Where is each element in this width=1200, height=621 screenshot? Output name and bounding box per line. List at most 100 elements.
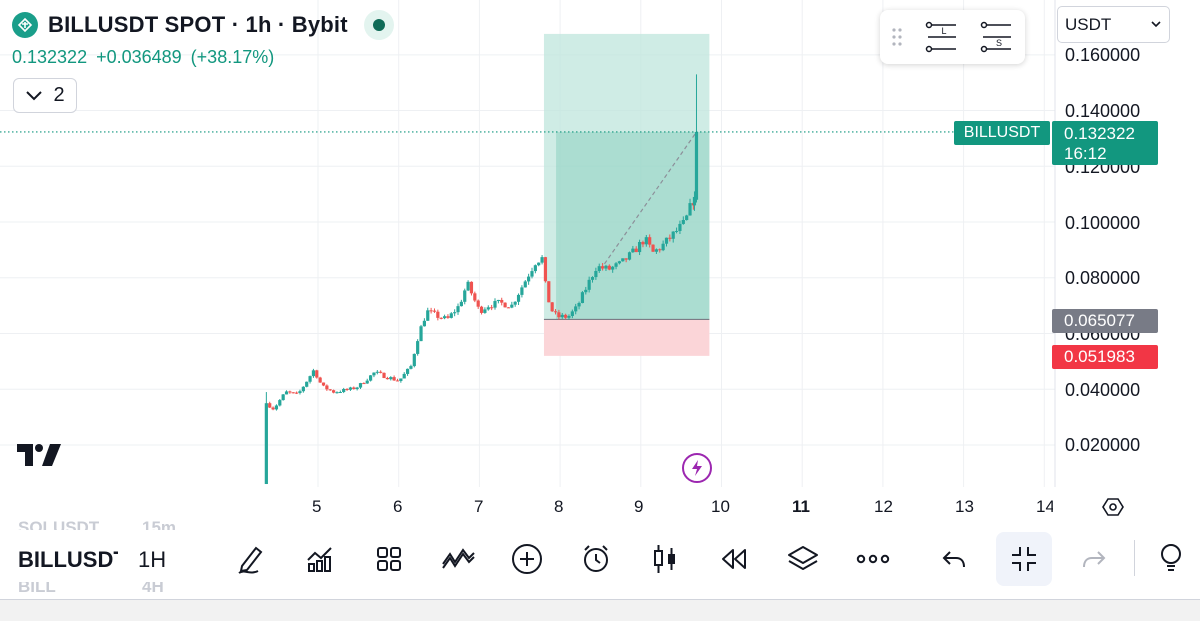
candle-body xyxy=(550,302,554,312)
candle-body xyxy=(389,377,393,380)
symbol-picker-previous: SOLUSDT xyxy=(18,518,100,530)
candle-body xyxy=(449,313,453,318)
candle-body xyxy=(476,300,480,307)
axis-settings-icon[interactable] xyxy=(1102,496,1124,523)
currency-select[interactable]: USDT xyxy=(1057,6,1170,43)
candle-body xyxy=(627,252,632,260)
candle-body xyxy=(523,281,527,288)
symbol-picker-next: BILL xyxy=(18,582,56,596)
bottom-symbol-picker[interactable]: BILLUSDT xyxy=(18,547,118,572)
time-axis-label: 10 xyxy=(711,497,730,516)
candle-body xyxy=(493,301,497,308)
layout-grid-icon[interactable] xyxy=(361,532,417,586)
time-axis-label: 9 xyxy=(634,497,644,516)
undo-icon[interactable] xyxy=(926,532,982,586)
price-axis-label: 0.160000 xyxy=(1065,45,1141,65)
patterns-icon[interactable] xyxy=(430,532,486,586)
candle-body xyxy=(496,299,500,302)
candle-body xyxy=(426,310,430,321)
system-strip xyxy=(0,600,1200,621)
replay-icon[interactable] xyxy=(706,532,762,586)
time-axis-label: 12 xyxy=(874,497,893,516)
candle-body xyxy=(308,376,312,382)
candle-body xyxy=(597,266,601,271)
tradingview-logo-icon[interactable] xyxy=(17,444,61,471)
candle-body xyxy=(651,244,655,252)
candle-body xyxy=(362,383,366,385)
redo-icon[interactable] xyxy=(1066,532,1122,586)
candle-body xyxy=(466,281,470,291)
more-icon[interactable] xyxy=(845,532,901,586)
candlestick-series xyxy=(264,74,699,485)
idea-bulb-icon[interactable] xyxy=(1148,532,1200,586)
candle-body xyxy=(429,310,433,312)
interval-picker-previous: 15m xyxy=(142,518,177,530)
candle-body xyxy=(348,387,353,390)
candle-body xyxy=(537,262,541,266)
time-axis-label: 13 xyxy=(955,497,974,516)
candle-body xyxy=(671,231,675,239)
candle-body xyxy=(601,266,605,269)
candle-body xyxy=(692,196,697,206)
position-dashed-line xyxy=(603,131,697,265)
candle-body xyxy=(664,237,669,244)
candle-body xyxy=(469,281,474,294)
market-status-button[interactable] xyxy=(363,10,394,40)
candle-body xyxy=(422,320,426,327)
candle-body xyxy=(278,400,282,406)
candle-body xyxy=(584,289,588,293)
long-position-button[interactable]: L xyxy=(914,10,969,64)
indicators-icon[interactable] xyxy=(292,532,348,586)
candle-body xyxy=(574,306,578,312)
candle-body xyxy=(604,265,608,269)
candle-body xyxy=(587,279,591,290)
lightning-icon[interactable] xyxy=(682,453,712,483)
candle-body xyxy=(641,241,645,245)
candle-body xyxy=(335,392,339,394)
symbol-title[interactable]: BILLUSDT SPOT · 1h · Bybit xyxy=(48,12,348,37)
short-position-button[interactable]: S xyxy=(969,10,1024,64)
candle-body xyxy=(298,391,302,393)
candle-body xyxy=(520,287,524,295)
candle-body xyxy=(654,249,659,252)
price-axis-label: 0.080000 xyxy=(1065,268,1141,288)
chevron-down-icon xyxy=(26,90,43,100)
candle-body xyxy=(419,326,423,342)
trade-panel: L S xyxy=(880,10,1025,64)
time-axis-label: 5 xyxy=(312,497,322,516)
add-icon[interactable] xyxy=(499,532,555,586)
candle-type-icon[interactable] xyxy=(637,532,693,586)
candle-body xyxy=(648,237,652,245)
candle-body xyxy=(395,380,400,382)
candle-body xyxy=(311,370,316,377)
candle-body xyxy=(436,311,440,318)
price-change-value: +0.036489 xyxy=(96,47,182,67)
candle-body xyxy=(510,304,514,308)
candle-body xyxy=(416,341,420,354)
indicators-collapse-button[interactable]: 2 xyxy=(13,78,77,113)
candle-body xyxy=(288,391,292,393)
candle-body xyxy=(503,302,507,308)
price-change-percent: (+38.17%) xyxy=(190,47,275,67)
stop-price-tag: 0.051983 xyxy=(1052,345,1158,369)
price-axis-label: 0.040000 xyxy=(1065,380,1141,400)
bottom-interval-picker[interactable]: 1H xyxy=(138,547,167,572)
drag-handle-icon[interactable] xyxy=(880,26,914,48)
candle-body xyxy=(527,276,531,282)
candle-body xyxy=(281,394,285,401)
exit-fullscreen-icon[interactable] xyxy=(996,532,1052,586)
candle-body xyxy=(355,387,359,390)
candle-body xyxy=(271,407,275,410)
symbol-header[interactable]: BILLUSDT SPOT · 1h · Bybit xyxy=(12,10,394,40)
drawing-pen-icon[interactable] xyxy=(223,532,279,586)
candle-body xyxy=(553,311,558,313)
alert-clock-icon[interactable] xyxy=(568,532,624,586)
candle-body xyxy=(678,223,682,231)
candle-body xyxy=(405,368,410,374)
layers-icon[interactable] xyxy=(775,532,831,586)
candle-body xyxy=(463,290,467,302)
candle-body xyxy=(543,257,548,282)
candle-body xyxy=(607,265,611,270)
candle-body xyxy=(325,385,329,390)
